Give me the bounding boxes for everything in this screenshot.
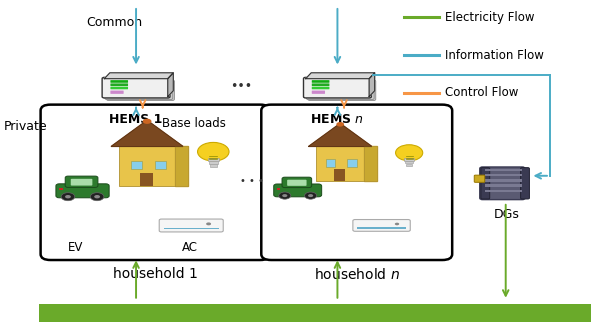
FancyBboxPatch shape xyxy=(308,80,376,101)
Text: household $n$: household $n$ xyxy=(314,267,400,282)
Polygon shape xyxy=(365,146,377,181)
Circle shape xyxy=(61,193,75,201)
Circle shape xyxy=(336,122,344,126)
FancyBboxPatch shape xyxy=(334,169,345,181)
Circle shape xyxy=(198,142,229,161)
FancyBboxPatch shape xyxy=(261,105,452,260)
FancyBboxPatch shape xyxy=(106,80,175,101)
Circle shape xyxy=(143,119,151,124)
FancyBboxPatch shape xyxy=(207,158,219,161)
FancyBboxPatch shape xyxy=(485,179,522,182)
FancyBboxPatch shape xyxy=(312,80,330,83)
FancyBboxPatch shape xyxy=(119,146,175,186)
FancyBboxPatch shape xyxy=(405,161,413,163)
FancyBboxPatch shape xyxy=(156,161,166,169)
FancyBboxPatch shape xyxy=(102,77,170,98)
FancyBboxPatch shape xyxy=(164,228,219,229)
FancyBboxPatch shape xyxy=(312,87,330,89)
Text: AC: AC xyxy=(182,241,198,254)
Text: Common: Common xyxy=(86,16,143,29)
FancyBboxPatch shape xyxy=(40,105,270,260)
Text: EV: EV xyxy=(68,241,83,254)
Circle shape xyxy=(65,195,71,199)
FancyBboxPatch shape xyxy=(65,176,98,188)
Text: Control Flow: Control Flow xyxy=(445,86,519,99)
FancyBboxPatch shape xyxy=(210,164,217,167)
FancyBboxPatch shape xyxy=(304,77,371,98)
FancyBboxPatch shape xyxy=(316,146,365,181)
Circle shape xyxy=(206,222,211,225)
Text: •••: ••• xyxy=(230,80,252,93)
Text: Private: Private xyxy=(4,120,48,133)
FancyBboxPatch shape xyxy=(105,79,173,100)
FancyBboxPatch shape xyxy=(307,79,374,100)
Circle shape xyxy=(279,192,291,199)
FancyBboxPatch shape xyxy=(353,219,410,231)
FancyBboxPatch shape xyxy=(312,91,325,94)
FancyBboxPatch shape xyxy=(287,180,307,186)
Text: • • •: • • • xyxy=(240,176,264,186)
FancyBboxPatch shape xyxy=(282,177,312,188)
Text: Base loads: Base loads xyxy=(162,117,226,130)
Circle shape xyxy=(395,223,399,225)
FancyBboxPatch shape xyxy=(110,91,124,94)
FancyBboxPatch shape xyxy=(110,80,128,83)
FancyBboxPatch shape xyxy=(59,188,63,190)
FancyBboxPatch shape xyxy=(347,159,357,167)
FancyBboxPatch shape xyxy=(406,164,412,166)
Text: Information Flow: Information Flow xyxy=(445,48,544,61)
FancyBboxPatch shape xyxy=(520,168,529,199)
Polygon shape xyxy=(105,73,173,79)
FancyBboxPatch shape xyxy=(208,161,218,164)
FancyBboxPatch shape xyxy=(485,174,522,176)
Text: DGs: DGs xyxy=(494,208,520,221)
Text: Electricity Flow: Electricity Flow xyxy=(445,11,535,24)
FancyBboxPatch shape xyxy=(159,219,223,232)
FancyBboxPatch shape xyxy=(326,159,336,167)
FancyBboxPatch shape xyxy=(277,188,280,190)
Circle shape xyxy=(94,195,100,199)
FancyBboxPatch shape xyxy=(474,175,485,182)
FancyBboxPatch shape xyxy=(404,158,414,161)
Text: household 1: household 1 xyxy=(113,267,198,281)
FancyBboxPatch shape xyxy=(71,179,93,186)
Polygon shape xyxy=(309,124,372,146)
Circle shape xyxy=(396,145,423,161)
Circle shape xyxy=(282,194,287,197)
FancyBboxPatch shape xyxy=(312,83,330,86)
FancyBboxPatch shape xyxy=(480,167,525,200)
FancyBboxPatch shape xyxy=(485,190,522,192)
Polygon shape xyxy=(111,120,183,146)
FancyBboxPatch shape xyxy=(39,304,591,322)
Polygon shape xyxy=(168,73,173,97)
FancyBboxPatch shape xyxy=(131,161,141,169)
Polygon shape xyxy=(175,146,188,186)
Polygon shape xyxy=(306,73,375,79)
FancyBboxPatch shape xyxy=(140,173,153,186)
FancyBboxPatch shape xyxy=(357,227,406,229)
Circle shape xyxy=(308,194,313,197)
FancyBboxPatch shape xyxy=(485,169,522,171)
FancyBboxPatch shape xyxy=(56,184,109,198)
Polygon shape xyxy=(369,73,375,97)
Text: HEMS $n$: HEMS $n$ xyxy=(311,113,364,126)
FancyBboxPatch shape xyxy=(485,184,522,187)
FancyBboxPatch shape xyxy=(110,87,128,89)
Circle shape xyxy=(90,193,104,201)
FancyBboxPatch shape xyxy=(481,168,489,199)
Circle shape xyxy=(305,192,317,199)
FancyBboxPatch shape xyxy=(274,184,322,197)
Text: HEMS 1: HEMS 1 xyxy=(109,113,163,126)
FancyBboxPatch shape xyxy=(110,83,128,86)
